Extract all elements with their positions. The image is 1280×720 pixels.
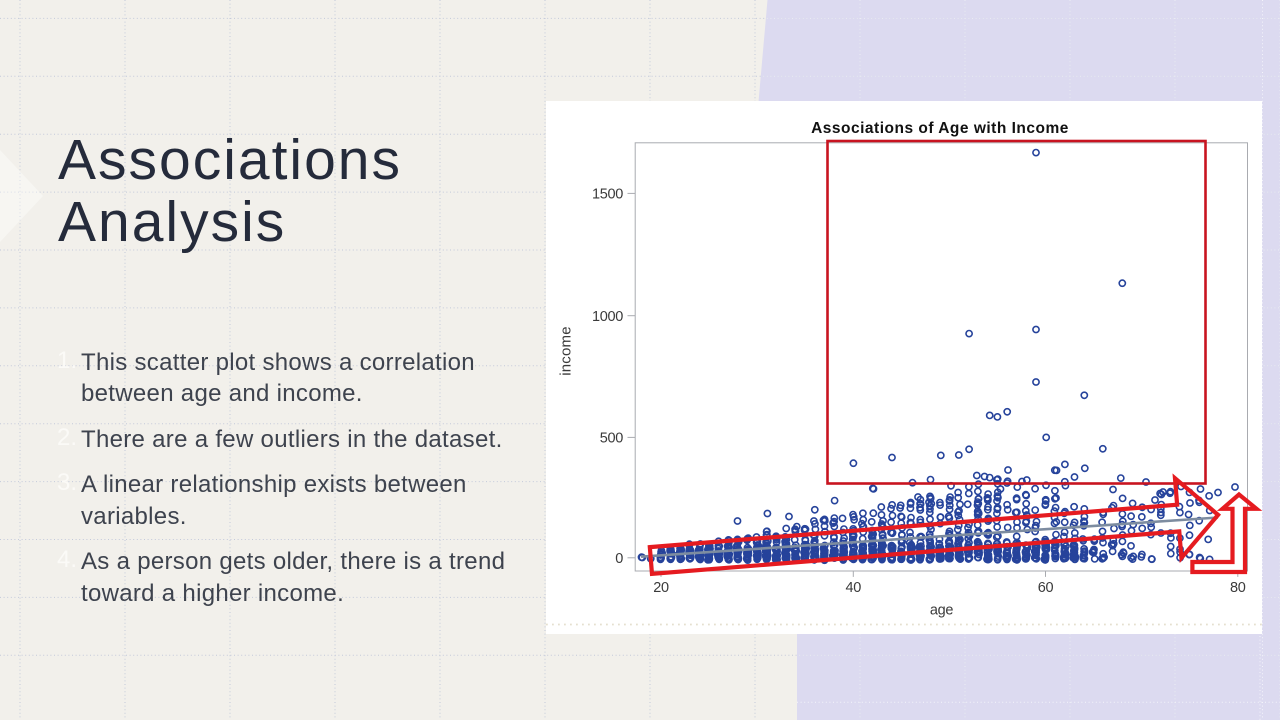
svg-text:Associations of Age with Incom: Associations of Age with Income xyxy=(811,120,1069,137)
svg-text:age: age xyxy=(930,603,954,619)
svg-text:500: 500 xyxy=(600,431,624,447)
svg-text:income: income xyxy=(558,326,575,376)
svg-text:40: 40 xyxy=(846,580,862,596)
svg-text:20: 20 xyxy=(653,580,669,596)
svg-text:0: 0 xyxy=(615,551,623,567)
svg-text:1500: 1500 xyxy=(592,186,623,202)
svg-text:60: 60 xyxy=(1038,580,1054,596)
svg-text:80: 80 xyxy=(1230,580,1246,596)
svg-text:1000: 1000 xyxy=(592,309,623,325)
